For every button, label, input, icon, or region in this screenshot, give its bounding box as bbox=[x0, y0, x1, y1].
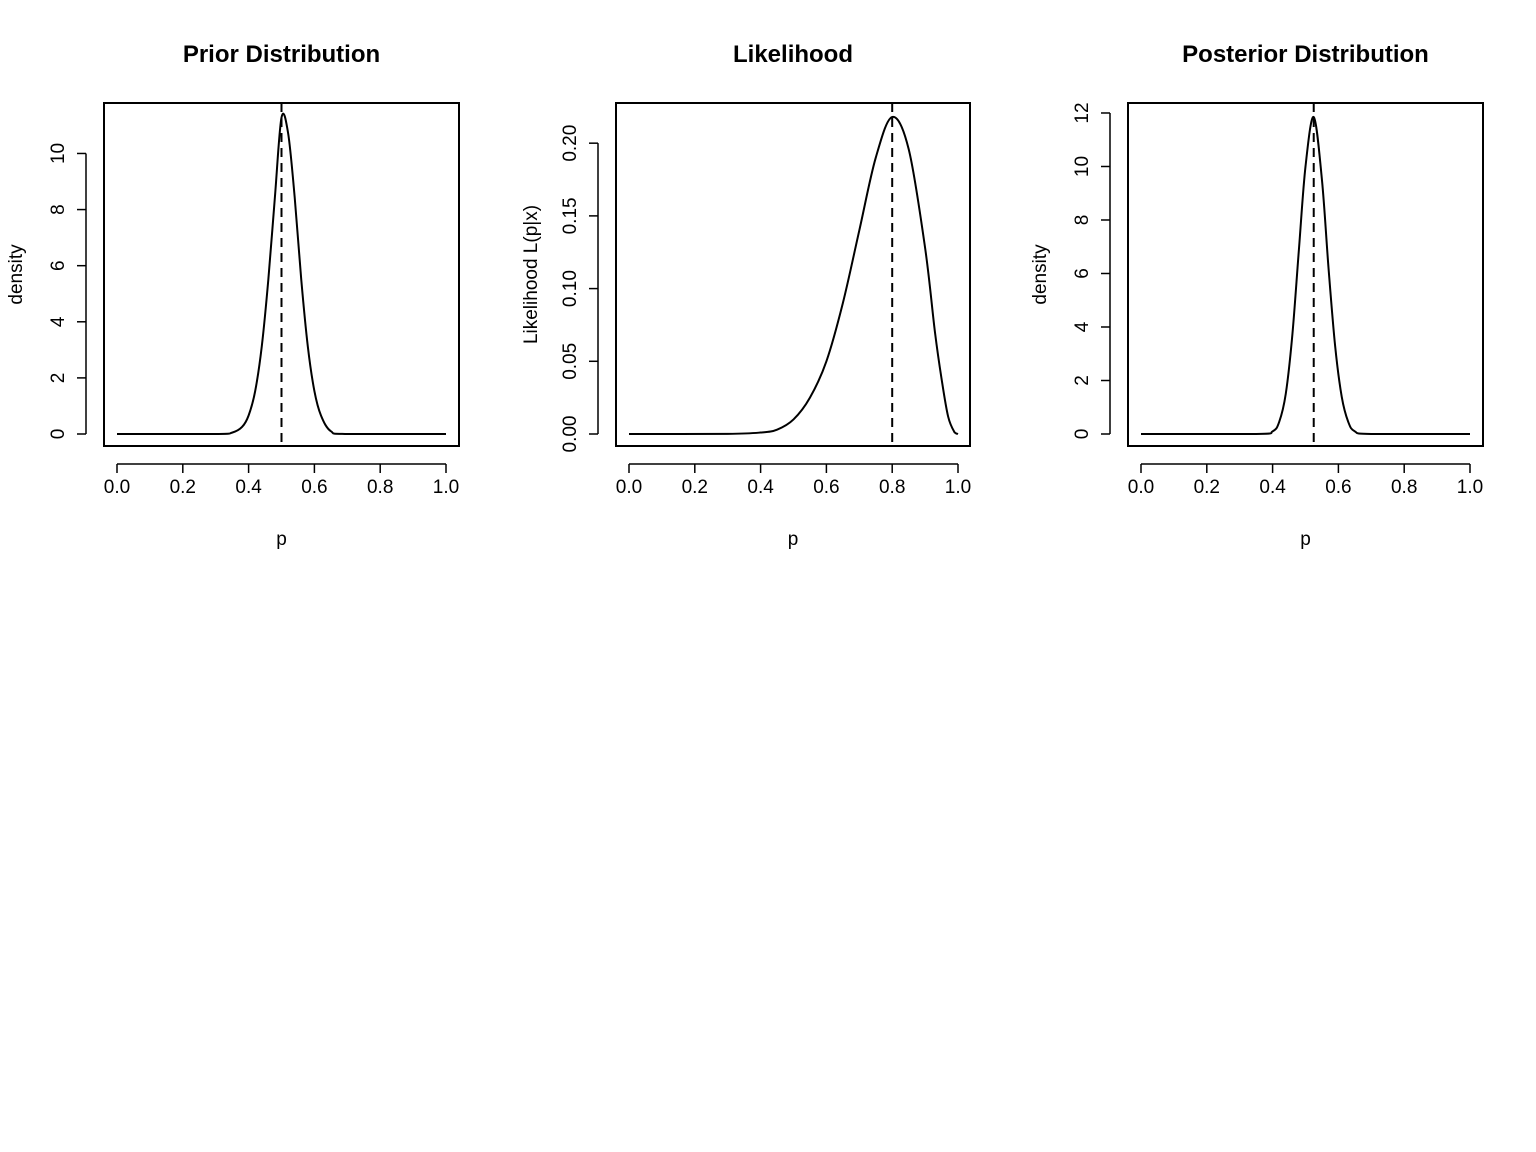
x-tick-label: 0.2 bbox=[1194, 477, 1220, 498]
density-curve bbox=[117, 112, 446, 436]
y-tick-label: 10 bbox=[1072, 156, 1093, 177]
x-tick-label: 0.0 bbox=[616, 477, 642, 498]
y-axis-label: density bbox=[1030, 244, 1051, 305]
x-tick-label: 0.4 bbox=[747, 477, 774, 498]
x-tick-label: 0.4 bbox=[1259, 477, 1286, 498]
x-tick-label: 0.0 bbox=[104, 477, 130, 498]
x-axis-label: p bbox=[276, 529, 287, 550]
x-tick-label: 0.2 bbox=[170, 477, 196, 498]
x-tick-label: 0.8 bbox=[1391, 477, 1417, 498]
x-tick-label: 0.4 bbox=[235, 477, 262, 498]
y-tick-label: 2 bbox=[1072, 375, 1093, 386]
y-tick-label: 6 bbox=[48, 260, 69, 271]
y-tick-label: 2 bbox=[48, 373, 69, 384]
x-tick-label: 0.6 bbox=[301, 477, 327, 498]
chart-title: Posterior Distribution bbox=[1182, 41, 1429, 68]
x-tick-label: 1.0 bbox=[1457, 477, 1483, 498]
x-tick-label: 1.0 bbox=[433, 477, 459, 498]
y-tick-label: 8 bbox=[1072, 215, 1093, 226]
y-tick-label: 8 bbox=[48, 204, 69, 215]
chart-title: Prior Distribution bbox=[183, 41, 380, 68]
y-tick-label: 0.05 bbox=[560, 343, 581, 380]
density-curve bbox=[628, 115, 959, 435]
x-tick-label: 0.0 bbox=[1128, 477, 1154, 498]
y-tick-label: 0 bbox=[48, 429, 69, 440]
chart-panel-1: Prior Distribution 0.0 0.2 0.4 0.6 0.8 1.0 p 0 2 4… bbox=[6, 41, 460, 550]
chart-panel-2: Likelihood 0.0 0.2 0.4 0.6 0.8 1.0 p 0.00 0.05 0.1… bbox=[521, 41, 971, 550]
y-tick-label: 0.00 bbox=[560, 416, 581, 453]
y-tick-label: 4 bbox=[48, 316, 69, 327]
chart-panel-3: Posterior Distribution 0.0 0.2 0.4 0.6 0.8 1.0… bbox=[1030, 41, 1484, 550]
y-tick-label: 0.20 bbox=[560, 125, 581, 162]
chart-title: Likelihood bbox=[733, 41, 853, 68]
y-tick-label: 0 bbox=[1072, 429, 1093, 440]
y-tick-label: 12 bbox=[1072, 102, 1093, 123]
x-tick-label: 0.6 bbox=[1325, 477, 1351, 498]
y-tick-label: 10 bbox=[48, 143, 69, 164]
x-tick-label: 0.6 bbox=[813, 477, 839, 498]
y-tick-label: 6 bbox=[1072, 268, 1093, 279]
x-tick-label: 0.2 bbox=[682, 477, 708, 498]
x-axis-label: p bbox=[788, 529, 799, 550]
y-axis-label: Likelihood L(p|x) bbox=[521, 205, 542, 344]
x-tick-label: 0.8 bbox=[879, 477, 905, 498]
plot-frame bbox=[1127, 102, 1484, 447]
plot-frame bbox=[615, 102, 971, 447]
density-curve bbox=[1141, 115, 1470, 436]
x-axis-label: p bbox=[1300, 529, 1311, 550]
y-tick-label: 0.15 bbox=[560, 197, 581, 234]
x-tick-label: 1.0 bbox=[945, 477, 971, 498]
x-tick-label: 0.8 bbox=[367, 477, 393, 498]
y-axis-label: density bbox=[6, 244, 27, 305]
y-tick-label: 4 bbox=[1072, 321, 1093, 332]
y-tick-label: 0.10 bbox=[560, 270, 581, 307]
